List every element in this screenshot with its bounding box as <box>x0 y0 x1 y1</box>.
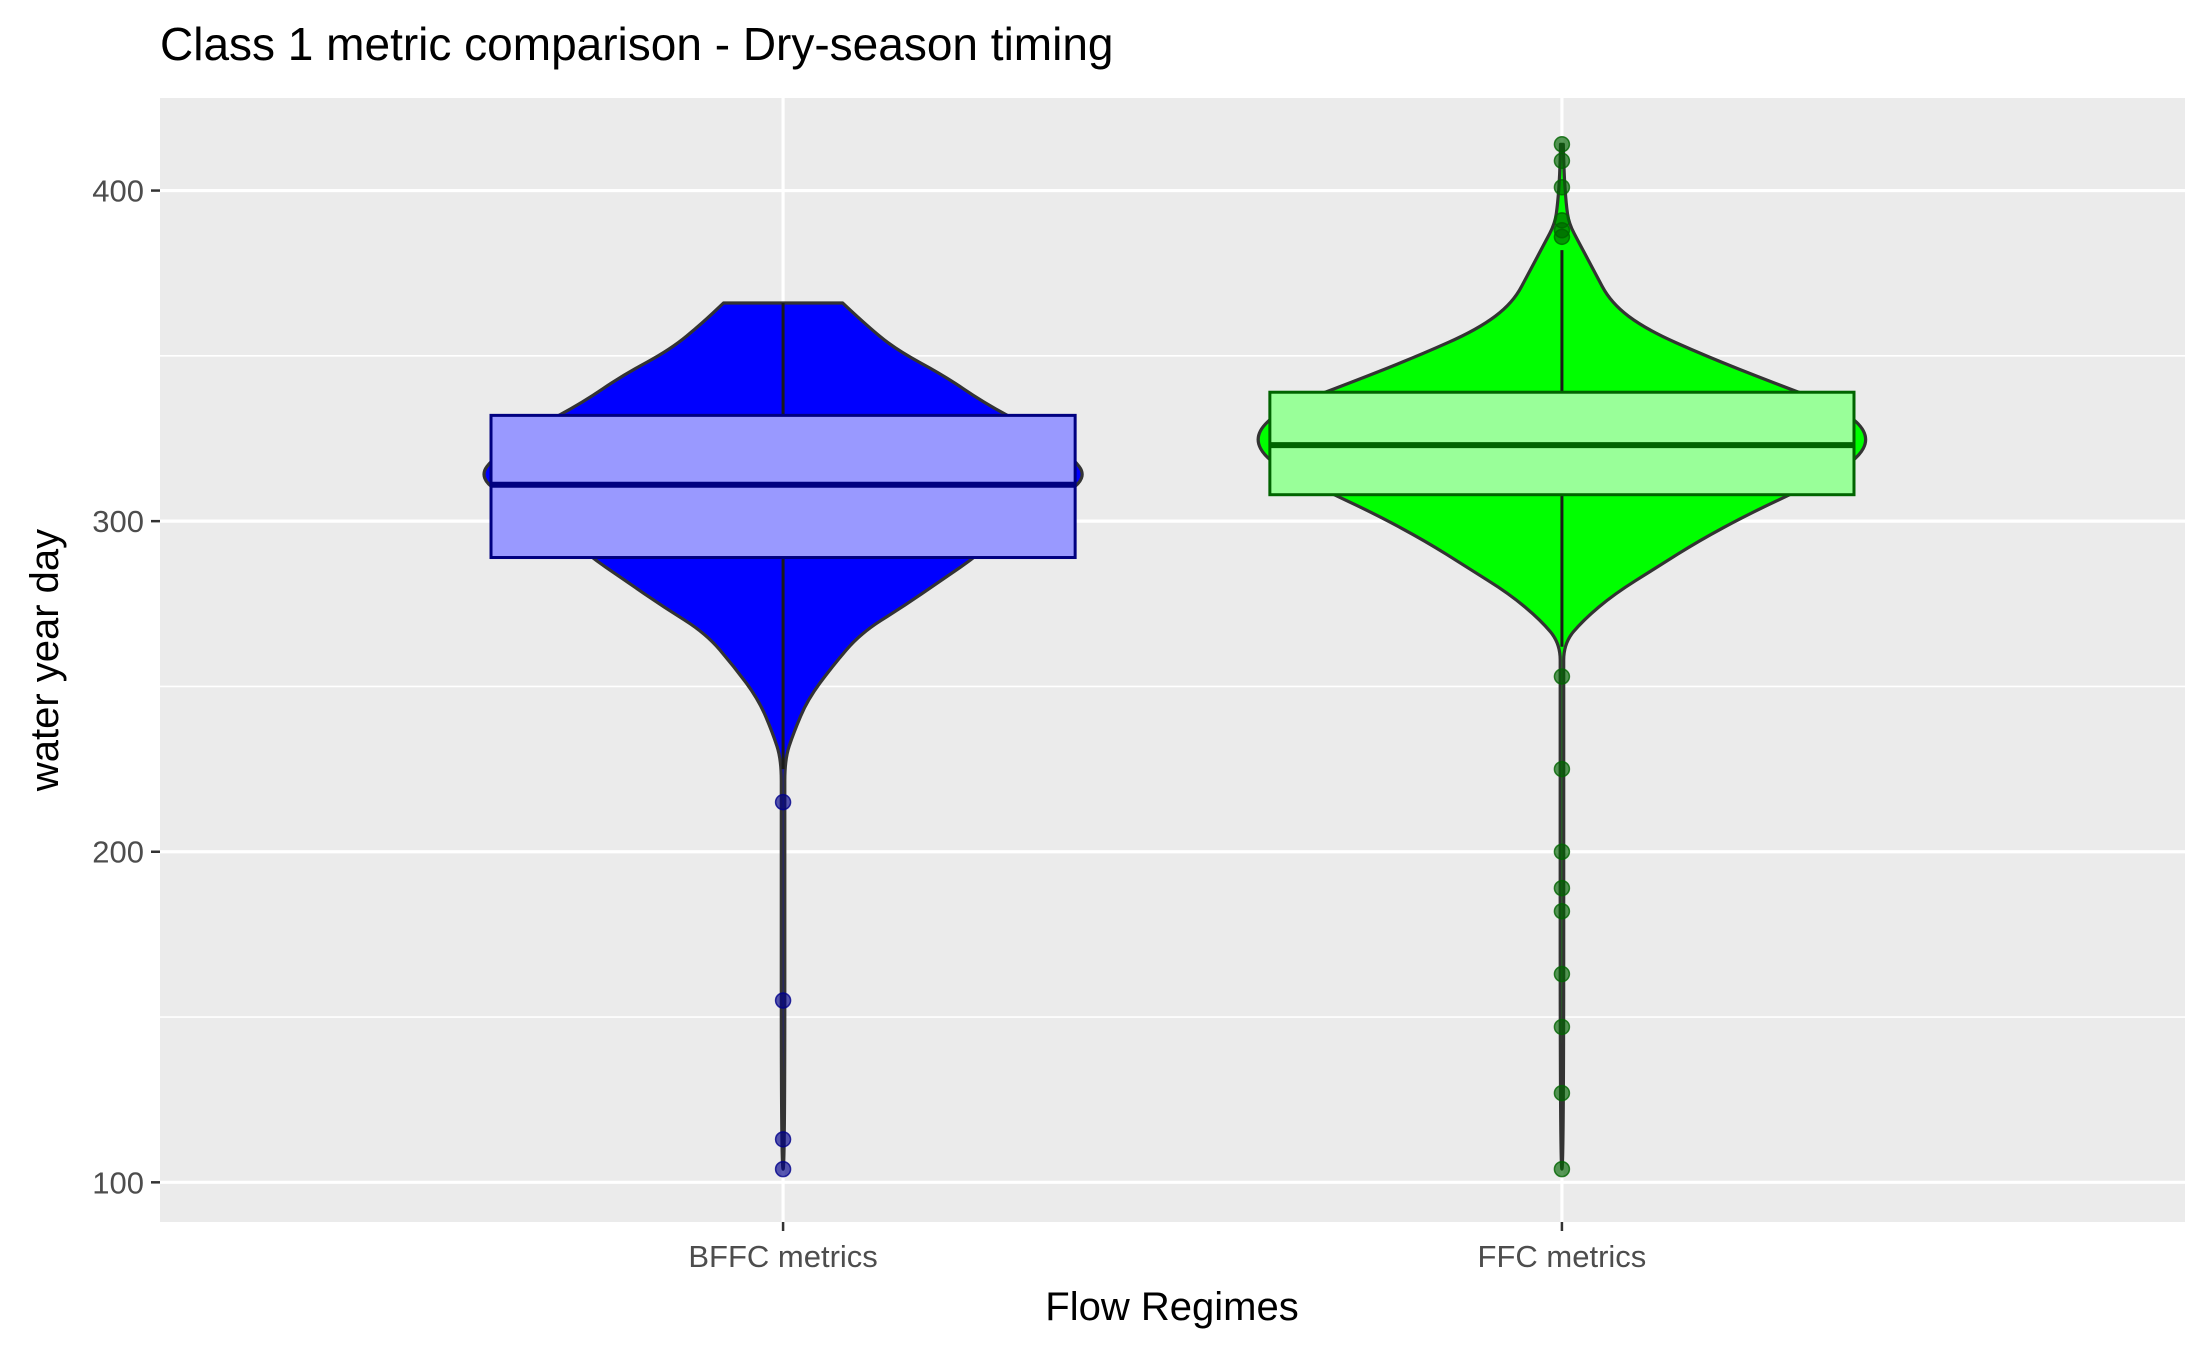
x-tick-label: BFFC metrics <box>688 1239 877 1274</box>
outlier-point <box>774 793 792 811</box>
outlier-point <box>1553 879 1571 897</box>
outlier-point <box>774 992 792 1009</box>
y-axis-label: water year day <box>23 529 67 792</box>
outlier-point <box>1553 760 1571 778</box>
boxplots <box>489 250 1856 770</box>
outlier-point <box>1553 228 1571 246</box>
outlier-point <box>774 1160 792 1178</box>
outlier-point <box>1553 843 1571 860</box>
outlier-point <box>1553 1018 1571 1036</box>
y-tick-label: 100 <box>92 1165 144 1200</box>
y-tick-label: 300 <box>92 504 144 539</box>
outlier-point <box>1553 1084 1571 1102</box>
outlier-point <box>1553 965 1571 983</box>
outlier-point <box>774 1131 792 1148</box>
chart-title: Class 1 metric comparison - Dry-season t… <box>160 18 1114 70</box>
plot-panel <box>160 98 2185 1222</box>
outlier-points <box>774 136 1571 1178</box>
outlier-point <box>1553 152 1571 170</box>
outlier-point <box>1553 668 1571 685</box>
y-tick-label: 200 <box>92 835 144 870</box>
outlier-point <box>1553 902 1571 920</box>
axes: 100 200 300 400 BFFC metrics FFC metrics <box>92 174 1646 1274</box>
outlier-point <box>1553 179 1571 196</box>
outlier-point <box>1553 136 1571 153</box>
outlier-point <box>1553 1160 1571 1178</box>
x-tick-label: FFC metrics <box>1478 1239 1647 1274</box>
x-axis-label: Flow Regimes <box>1045 1285 1298 1329</box>
y-tick-label: 400 <box>92 174 144 209</box>
